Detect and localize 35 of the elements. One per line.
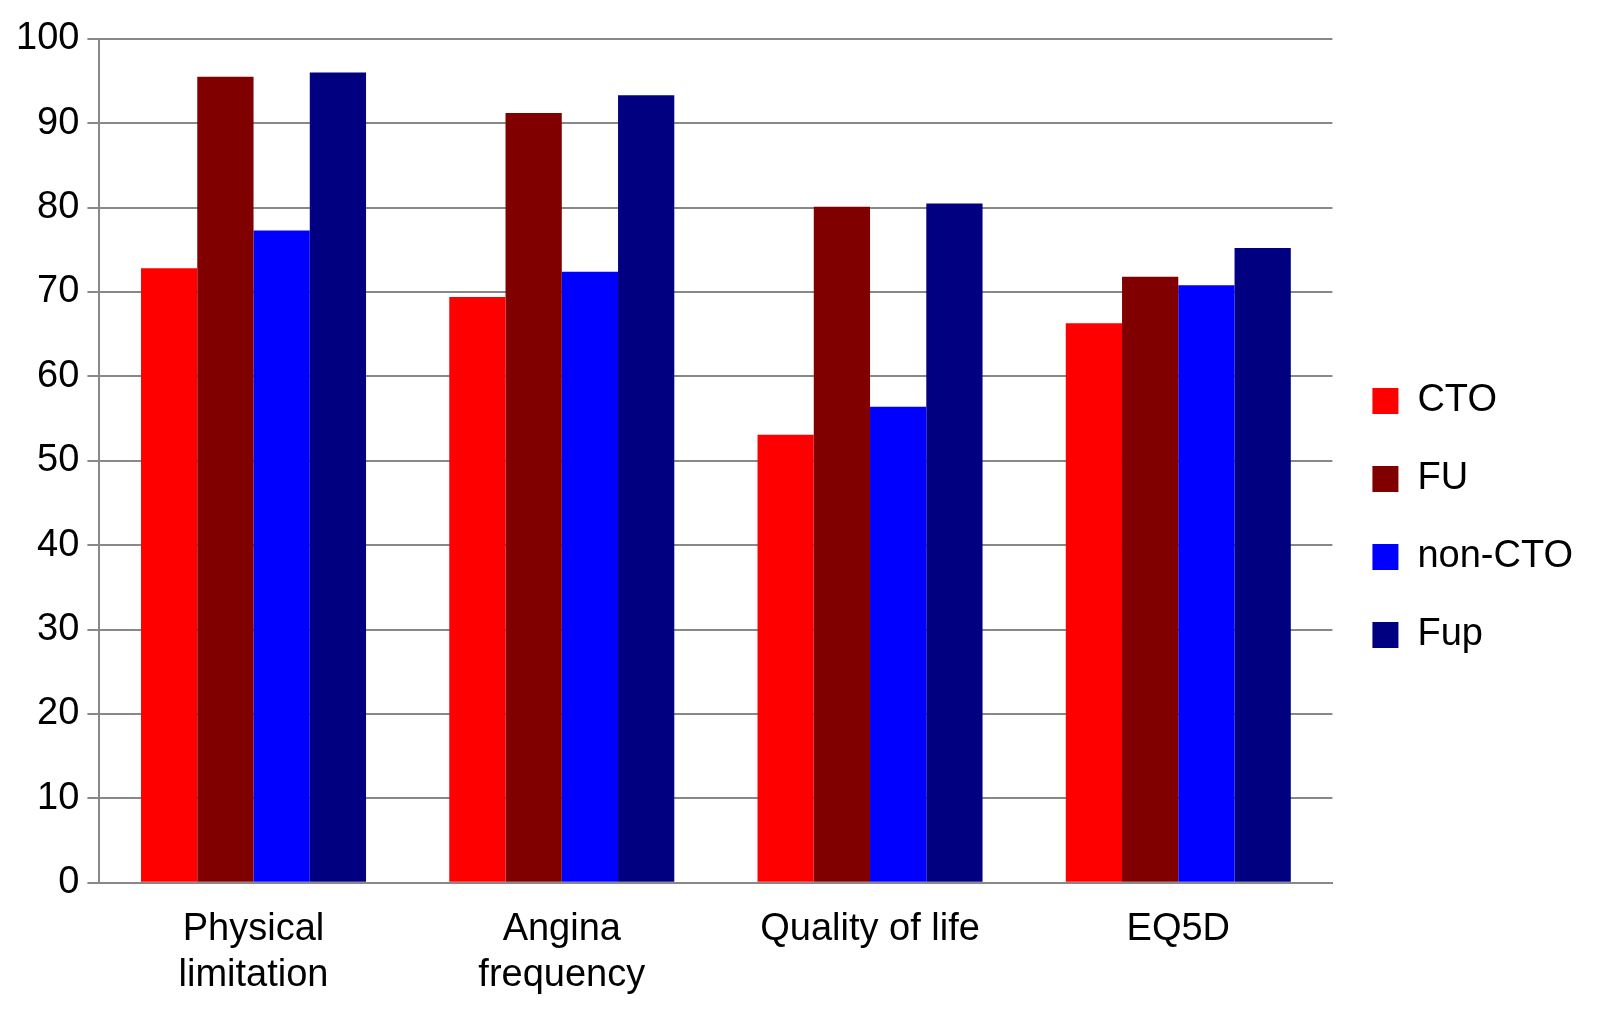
bar [561,271,619,882]
bar [1122,276,1179,882]
y-tick-label: 50 [37,437,80,480]
y-tick-label: 0 [58,859,80,902]
y-tick-label: 40 [37,521,80,564]
bar [1234,248,1291,882]
y-tick-label: 70 [37,268,80,311]
y-tick-label: 60 [37,352,80,395]
bar [197,76,254,882]
bar [141,268,198,882]
bar [813,206,871,882]
legend-label: non-CTO [1417,533,1574,576]
legend-label: CTO [1417,377,1497,420]
x-tick-label: Physical limitation [178,906,329,994]
bar [309,72,367,882]
bar [926,203,983,882]
y-tick-label: 90 [37,99,80,142]
bar [757,434,814,882]
bar [870,406,927,882]
bar [618,95,675,882]
x-tick-label: EQ5D [1126,906,1231,949]
x-tick-label: Angina frequency [478,906,646,994]
legend-label: FU [1417,455,1469,498]
bar [505,113,562,882]
x-tick-label: Quality of life [760,906,980,949]
y-tick-label: 20 [37,690,80,733]
y-tick-label: 80 [37,184,80,227]
y-tick-label: 100 [16,15,80,58]
bar [449,297,506,882]
bar [1065,323,1123,882]
legend-label: Fup [1417,611,1483,654]
bar [253,230,310,882]
y-tick-label: 10 [37,774,80,817]
y-tick-label: 30 [37,606,80,649]
bar [1178,285,1235,882]
